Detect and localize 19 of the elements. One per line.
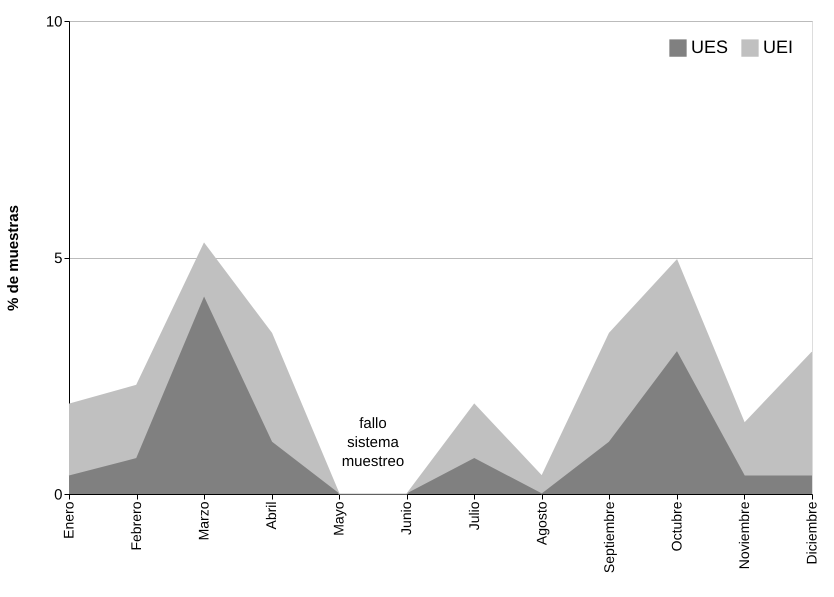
x-tick-label: Septiembre [600,501,617,574]
x-tick-label: Enero [60,501,76,539]
x-tick-label: Junio [398,501,414,535]
y-tick-label: 0 [54,486,62,504]
y-axis-title: % de muestras [4,205,22,311]
x-tick-label: Octubre [668,501,684,552]
x-tick-label: Noviembre [736,501,752,570]
x-tick-label: Diciembre [804,501,820,565]
x-tick-label: Abril [263,502,280,530]
legend-label: UES [691,37,728,58]
x-tick-label: Marzo [196,501,212,540]
x-tick-label: Mayo [330,501,347,536]
legend-label: UEI [763,37,794,58]
y-tick-label: 10 [46,14,62,30]
x-tick-label: Agosto [533,501,550,546]
y-tick-label: 5 [54,250,62,267]
x-tick-label: Febrero [128,501,144,551]
x-tick-label: Julio [466,501,482,530]
annotation: fallo sistema muestreo [342,415,404,470]
